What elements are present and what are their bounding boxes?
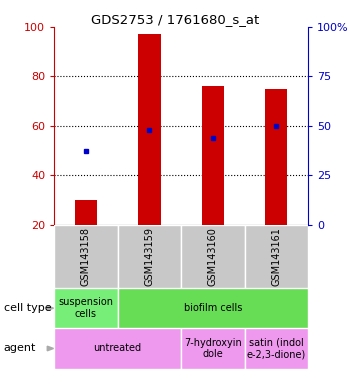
Bar — [118, 225, 181, 288]
Bar — [54, 288, 118, 328]
Text: biofilm cells: biofilm cells — [184, 303, 242, 313]
Polygon shape — [47, 306, 54, 311]
Bar — [265, 89, 287, 225]
Text: GSM143161: GSM143161 — [271, 227, 281, 286]
Polygon shape — [47, 346, 54, 351]
Bar — [202, 86, 224, 225]
Text: 7-hydroxyin
dole: 7-hydroxyin dole — [184, 338, 242, 359]
Text: untreated: untreated — [94, 343, 142, 354]
Bar — [118, 288, 308, 328]
Bar — [54, 225, 118, 288]
Text: agent: agent — [4, 343, 36, 354]
Text: suspension
cells: suspension cells — [58, 297, 113, 319]
Bar — [181, 225, 245, 288]
Bar — [75, 200, 97, 225]
Text: satin (indol
e-2,3-dione): satin (indol e-2,3-dione) — [247, 338, 306, 359]
Bar — [138, 34, 161, 225]
Text: cell type: cell type — [4, 303, 51, 313]
Text: GSM143158: GSM143158 — [81, 227, 91, 286]
Bar — [181, 328, 245, 369]
Text: GDS2753 / 1761680_s_at: GDS2753 / 1761680_s_at — [91, 13, 259, 26]
Bar — [245, 225, 308, 288]
Text: GSM143159: GSM143159 — [145, 227, 154, 286]
Text: GSM143160: GSM143160 — [208, 227, 218, 286]
Bar — [245, 328, 308, 369]
Bar — [54, 328, 181, 369]
